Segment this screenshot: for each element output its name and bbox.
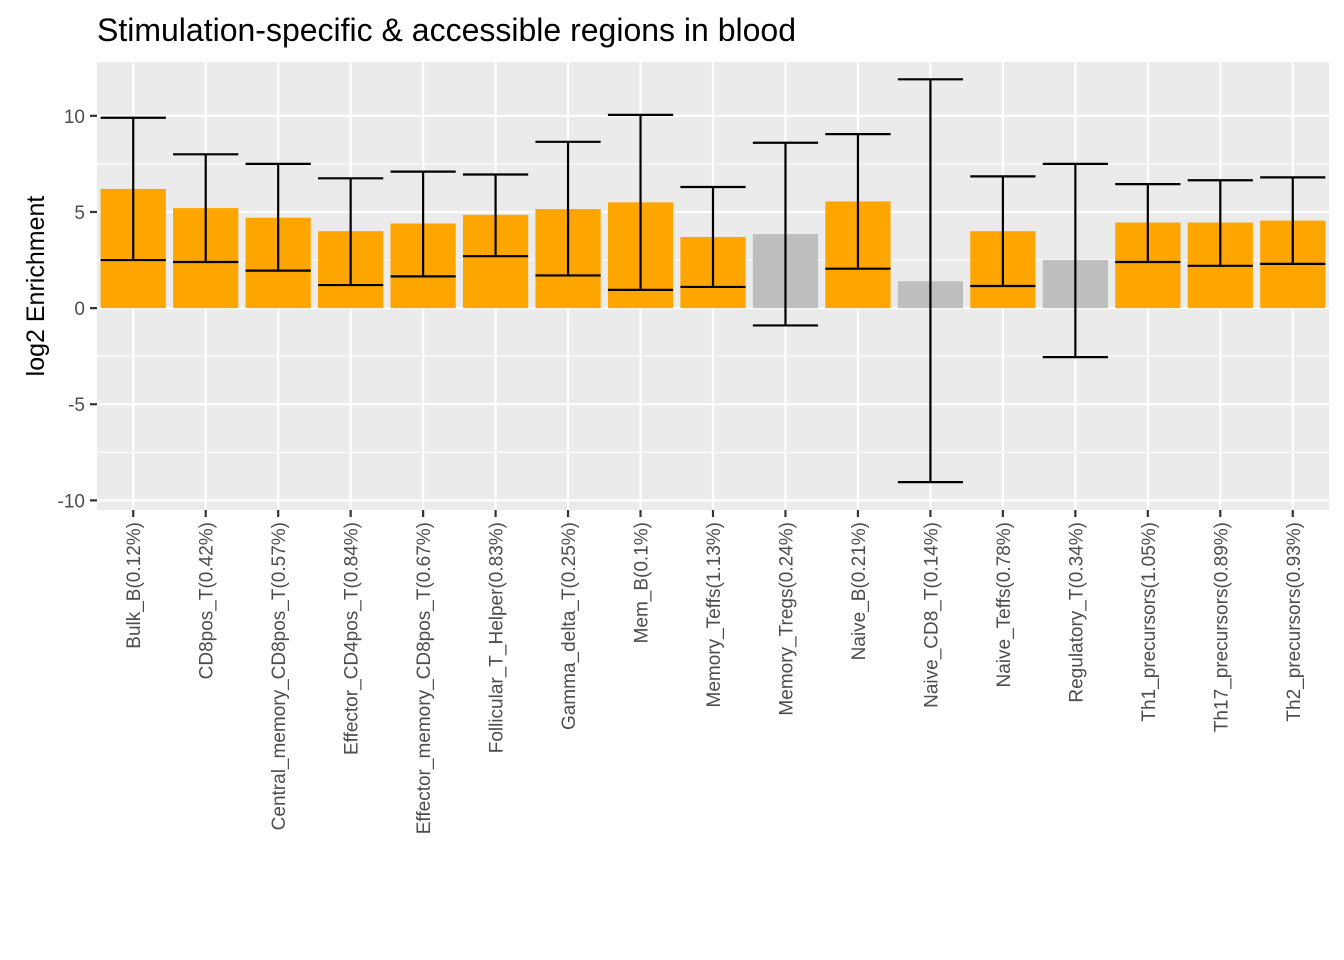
error-bar xyxy=(100,116,166,262)
error-bar xyxy=(245,162,311,272)
error-bar xyxy=(607,113,674,291)
y-tick-label: -5 xyxy=(68,395,85,416)
y-tick-label: -10 xyxy=(58,491,85,512)
y-tick-label: 10 xyxy=(64,107,85,128)
error-bar xyxy=(680,185,746,289)
x-tick-label: Naive_CD8_T(0.14%) xyxy=(921,522,942,708)
error-bar xyxy=(1042,162,1108,359)
y-tick-label: 5 xyxy=(74,203,85,224)
x-tick-label: CD8pos_T(0.42%) xyxy=(197,522,218,679)
error-bar xyxy=(897,78,964,484)
error-bar xyxy=(1187,179,1253,267)
x-tick-label: Regulatory_T(0.34%) xyxy=(1066,522,1087,703)
x-tick-label: Th17_precursors(0.89%) xyxy=(1211,522,1232,732)
chart-title: Stimulation-specific & accessible region… xyxy=(97,12,796,48)
error-bar xyxy=(318,177,384,287)
error-bar xyxy=(390,170,456,278)
x-tick-label: Effector_CD4pos_T(0.84%) xyxy=(342,522,363,755)
error-bar xyxy=(1260,176,1326,265)
error-bars xyxy=(100,78,1326,484)
error-bar xyxy=(173,153,239,264)
error-bar xyxy=(752,141,819,327)
error-bar xyxy=(970,175,1036,288)
x-tick-label: Th1_precursors(1.05%) xyxy=(1139,522,1160,722)
y-axis-title: log2 Enrichment xyxy=(22,196,50,377)
x-tick-label: Gamma_delta_T(0.25%) xyxy=(559,522,580,730)
x-tick-label: Effector_memory_CD8pos_T(0.67%) xyxy=(414,522,435,834)
x-tick-label: Mem_B(0.1%) xyxy=(632,522,653,643)
y-tick-label: 0 xyxy=(74,299,85,320)
x-tick-label: Naive_B(0.21%) xyxy=(849,522,870,660)
x-axis: Bulk_B(0.12%) CD8pos_T(0.42%) Central_memo… xyxy=(124,510,1305,834)
error-bar xyxy=(825,133,891,270)
x-tick-label: Th2_precursors(0.93%) xyxy=(1284,522,1305,722)
x-tick-label: Central_memory_CD8pos_T(0.57%) xyxy=(269,522,290,830)
x-tick-label: Bulk_B(0.12%) xyxy=(124,522,145,649)
x-tick-label: Follicular_T_Helper(0.83%) xyxy=(487,522,508,753)
y-axis: -10 -5 0 5 10 xyxy=(58,107,97,512)
x-tick-label: Naive_Teffs(0.78%) xyxy=(994,522,1015,687)
error-bar xyxy=(462,173,529,258)
error-bar xyxy=(1115,182,1181,264)
x-tick-label: Memory_Tregs(0.24%) xyxy=(776,522,797,716)
x-tick-label: Memory_Teffs(1.13%) xyxy=(704,522,725,708)
error-bar xyxy=(535,140,601,277)
